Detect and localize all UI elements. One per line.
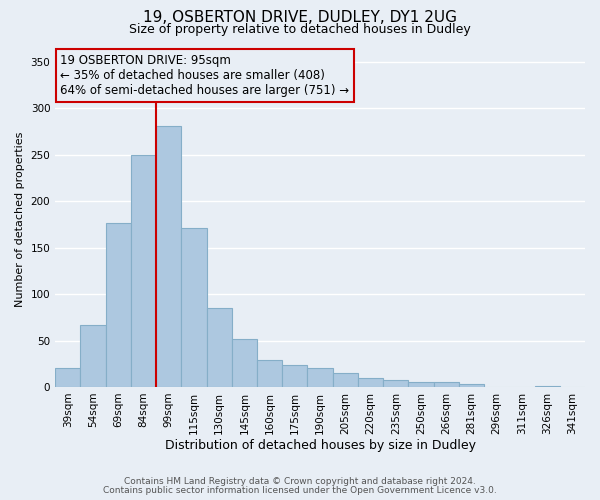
Bar — [409, 382, 434, 387]
Text: Size of property relative to detached houses in Dudley: Size of property relative to detached ho… — [129, 22, 471, 36]
Text: Contains HM Land Registry data © Crown copyright and database right 2024.: Contains HM Land Registry data © Crown c… — [124, 477, 476, 486]
X-axis label: Distribution of detached houses by size in Dudley: Distribution of detached houses by size … — [164, 440, 476, 452]
Bar — [80, 324, 106, 387]
Bar — [206, 308, 232, 387]
Y-axis label: Number of detached properties: Number of detached properties — [15, 132, 25, 308]
Bar — [55, 368, 80, 387]
Bar — [358, 378, 383, 387]
Bar — [383, 380, 409, 387]
Bar — [106, 224, 131, 387]
Bar — [282, 364, 307, 387]
Text: Contains public sector information licensed under the Open Government Licence v3: Contains public sector information licen… — [103, 486, 497, 495]
Bar — [181, 228, 206, 387]
Text: 19, OSBERTON DRIVE, DUDLEY, DY1 2UG: 19, OSBERTON DRIVE, DUDLEY, DY1 2UG — [143, 10, 457, 25]
Bar — [535, 386, 560, 387]
Bar — [131, 154, 156, 387]
Bar — [257, 360, 282, 387]
Bar — [307, 368, 332, 387]
Bar — [332, 373, 358, 387]
Text: 19 OSBERTON DRIVE: 95sqm
← 35% of detached houses are smaller (408)
64% of semi-: 19 OSBERTON DRIVE: 95sqm ← 35% of detach… — [61, 54, 350, 97]
Bar — [434, 382, 459, 387]
Bar — [232, 338, 257, 387]
Bar — [459, 384, 484, 387]
Bar — [156, 126, 181, 387]
